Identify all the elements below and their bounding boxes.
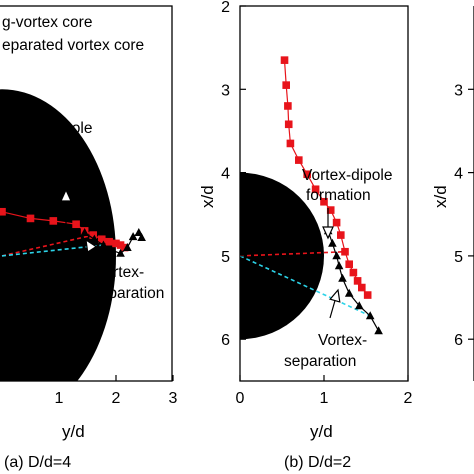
panel-b-series-1-point-6: [295, 156, 303, 164]
panel-b-series-2-point-4: [334, 261, 344, 270]
panel-a-separation-label-2: separation: [92, 285, 164, 302]
panel-b-series-2-point-9: [374, 326, 383, 335]
panel-a-series-1-point-2: [26, 214, 35, 223]
panel-b-series-1-point-18: [363, 291, 372, 299]
panel-b-series-1-point-10: [326, 206, 335, 214]
panel-b-core-radius-line: [240, 250, 346, 257]
panel-a-series-2-point-5: [116, 248, 125, 257]
panel-b-y-tick-label-1: 2: [221, 0, 230, 16]
panel-b-y-tick-label-2: 3: [221, 82, 230, 99]
panel-b-separation-arrowhead: [329, 288, 341, 303]
panel-a-series-2-point-2: [90, 234, 99, 243]
panel-a-dipole-label-1: Vortex-dipole: [2, 120, 92, 137]
panel-b-series-1-point-8: [311, 185, 320, 194]
panel-b-series-1-point-12: [337, 231, 345, 239]
panel-a-x-tick-label-2: 2: [112, 390, 121, 407]
panel-b-xlabel: y/d: [310, 422, 333, 441]
panel-b-separation-label-2: separation: [284, 353, 356, 370]
panel-b-series-2-point-8: [365, 311, 375, 320]
panel-b: 0 1 2 2 3 4 5 6 Vortex-dipole formation Vortex-…: [198, 0, 413, 471]
panel-b-series-1-point-4: [284, 120, 293, 129]
panel-a-series-2-point-3: [99, 240, 108, 249]
panel-c-y-tick-label-3: 5: [454, 249, 463, 266]
panel-c-ylabel: x/d: [431, 185, 450, 208]
panel-b-cylinder: [240, 172, 324, 340]
panel-a-x-tick-label-3: 3: [169, 390, 178, 407]
panel-a-separation-label-1: Vortex-: [95, 264, 144, 281]
panel-b-series-1-point-15: [349, 268, 358, 277]
panel-b-series-1-point-2: [282, 81, 290, 89]
panel-a-series-1-point-7: [97, 235, 106, 244]
panel-b-dipole-arrowhead: [322, 226, 334, 240]
panel-b-y-tick-label-5: 6: [221, 332, 230, 349]
panel-c-y-tick-label-1: 3: [454, 82, 463, 99]
panel-a-series-1-point-1: [0, 207, 6, 216]
panel-b-series-1-point-17: [358, 283, 366, 292]
panel-b-series-2-point-3: [332, 251, 341, 260]
panel-b-series-1-point-7: [303, 170, 311, 179]
panel-a-series-2-point-1: [80, 227, 89, 236]
panel-b-series-2-point-6: [344, 288, 354, 297]
panel-a-series-1-point-9: [112, 239, 120, 248]
panel-a-dipole-arrowhead: [60, 188, 72, 202]
panel-b-series-1-point-5: [286, 139, 295, 148]
panel-b-series-1-point-13: [341, 247, 349, 256]
panel-b-y-tick-label-3: 4: [221, 166, 230, 183]
panel-b-series-1-point-3: [284, 102, 292, 110]
panel-a-series-2-point-9: [137, 232, 146, 241]
panel-b-series-2-point-2: [328, 238, 337, 247]
panel-a-caption: (a) D/d=4: [4, 454, 71, 471]
panel-c: 3 4 5 6 x/d: [431, 6, 474, 381]
legend-entry-2: eparated vortex core: [2, 37, 144, 54]
panel-b-x-tick-label-1: 0: [236, 390, 245, 407]
panel-a-series-1-point-4: [72, 220, 80, 229]
panel-a-x-tick-label-1: 1: [55, 390, 64, 407]
panel-a-series-2-point-6: [123, 242, 132, 251]
panel-a-series-2-point-7: [128, 232, 138, 241]
panel-a-series-2-point-8: [134, 227, 144, 236]
panel-b-ylabel: x/d: [198, 185, 217, 208]
panel-a-dipole-label-2: formation: [6, 141, 71, 158]
panel-a-series-2-point-4: [107, 245, 116, 254]
panel-a-separation-arrowhead: [85, 238, 98, 253]
panel-a-core-radius-line: [1, 234, 94, 257]
panel-b-series-1-point-11: [332, 218, 341, 227]
panel-b-series-1-point-1: [280, 56, 289, 64]
panel-b-y-tick-label-4: 5: [221, 249, 230, 266]
panel-b-separation-radius-line: [240, 255, 371, 317]
panel-b-series-1-point-14: [345, 260, 353, 269]
panel-a-series-1-point-8: [105, 237, 113, 246]
panel-a-series-1-point-3: [49, 217, 58, 225]
panel-b-dipole-label-1: Vortex-dipole: [302, 167, 392, 184]
panel-b-series-2-point-7: [354, 301, 364, 310]
panel-a-series-1-point-10: [116, 241, 125, 249]
panel-b-caption: (b) D/d=2: [284, 454, 351, 471]
panel-b-separation-label-1: Vortex-: [318, 332, 367, 349]
panel-b-x-tick-label-2: 1: [320, 390, 329, 407]
legend-entry-1: g-vortex core: [2, 14, 92, 31]
panel-c-y-tick-label-2: 4: [454, 166, 463, 183]
panel-b-x-tick-label-3: 2: [404, 390, 413, 407]
panel-a-series-1-point-6: [89, 231, 97, 239]
panel-a-cylinder: [0, 89, 116, 381]
panel-a: 1 2 3 g-vortex core eparated vortex core V…: [0, 5, 178, 471]
panel-a-series-1-point-11: [120, 243, 129, 252]
panel-b-series-2-point-5: [338, 273, 347, 282]
panel-b-series-1-point-16: [353, 277, 362, 285]
panel-c-y-tick-label-4: 6: [454, 332, 463, 349]
panel-a-xlabel: y/d: [62, 422, 85, 441]
panel-b-dipole-label-2: formation: [306, 187, 371, 204]
panel-b-series-1-point-9: [320, 197, 328, 206]
panel-a-frame: [0, 5, 173, 382]
